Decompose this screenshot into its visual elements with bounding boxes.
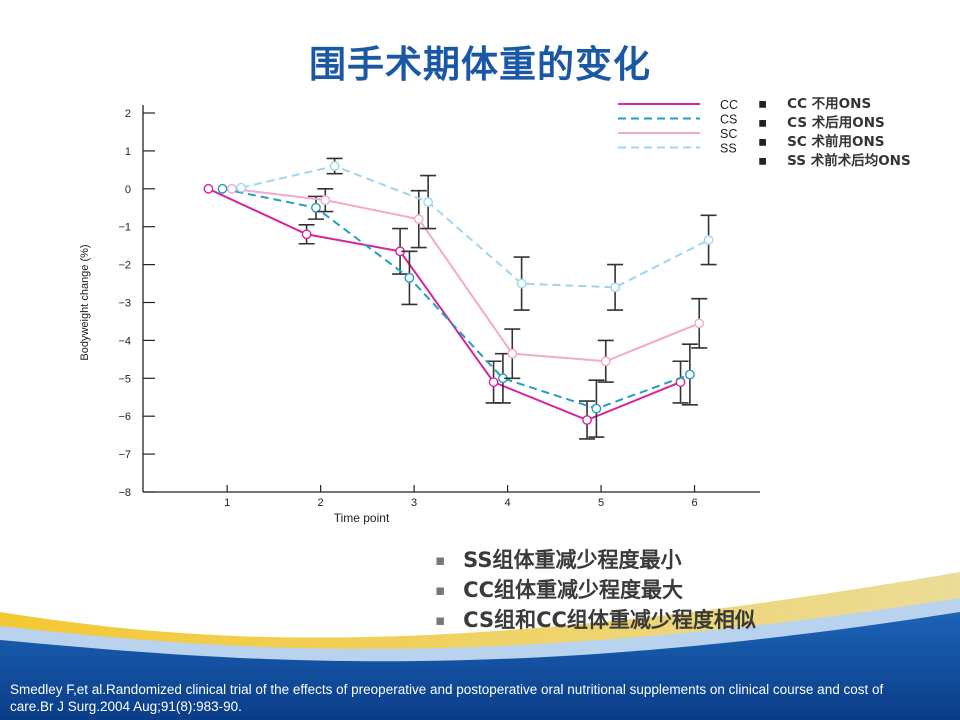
x-tick-label: 1 [224, 497, 230, 509]
conclusion-list: SS组体重减少程度最小 CC组体重减少程度最大 CS组和CC组体重减少程度相似 [435, 545, 756, 635]
legend-note-cs: CS 术后用ONS [758, 114, 911, 133]
y-tick-label: −6 [118, 411, 131, 423]
series-line-ss [240, 165, 710, 289]
y-axis-label: Bodyweight change (%) [79, 244, 91, 360]
legend-note-ss: SS 术前术后均ONS [758, 152, 911, 171]
data-point-cs [311, 202, 321, 213]
data-point-cc [203, 183, 214, 194]
data-point-sc [413, 214, 424, 225]
y-tick-label: −4 [118, 335, 131, 347]
data-point-cc [488, 377, 499, 387]
data-point-sc [507, 348, 518, 359]
conclusion-item: SS组体重减少程度最小 [435, 545, 756, 575]
y-tick-label: −3 [118, 298, 131, 310]
data-point-sc [694, 318, 705, 329]
legend-label-cc: CC [720, 98, 738, 112]
x-tick-label: 5 [598, 497, 604, 509]
y-tick-label: −1 [118, 222, 131, 234]
data-point-cs [591, 403, 602, 414]
data-point-cs [217, 183, 228, 194]
data-point-cs [404, 272, 415, 283]
data-point-sc [600, 356, 611, 367]
series-line-sc [231, 187, 700, 363]
data-point-cs [684, 369, 695, 380]
legend-note-sc: SC 术前用ONS [758, 133, 911, 152]
data-point-ss [236, 182, 247, 193]
legend-label-cs: CS [720, 113, 737, 127]
legend-label-sc: SC [720, 127, 737, 141]
data-point-cc [301, 229, 312, 240]
x-tick-label: 3 [411, 497, 417, 509]
data-point-sc [226, 183, 237, 194]
series-line-cs [222, 187, 691, 410]
data-point-ss [423, 197, 434, 207]
legend-note-cc: CC 不用ONS [758, 95, 911, 114]
x-axis-label: Time point [334, 511, 390, 525]
y-tick-label: −7 [118, 449, 131, 461]
conclusion-item: CS组和CC组体重减少程度相似 [435, 605, 756, 635]
legend-label-ss: SS [720, 142, 737, 156]
slide-title: 围手术期体重的变化 [309, 43, 651, 86]
series-line-cc [208, 187, 681, 422]
y-tick-label: −8 [118, 487, 131, 499]
data-point-ss [516, 278, 527, 289]
data-point-ss [610, 282, 620, 293]
data-point-cc [582, 415, 592, 425]
y-tick-label: 2 [125, 108, 131, 120]
citation-text: Smedley F,et al.Randomized clinical tria… [10, 682, 884, 714]
legend-notes: CC 不用ONS CS 术后用ONS SC 术前用ONS SS 术前术后均ONS [758, 95, 911, 171]
x-tick-label: 6 [691, 497, 697, 509]
x-tick-label: 2 [318, 497, 324, 509]
y-tick-label: 1 [125, 146, 131, 158]
data-point-ss [329, 161, 340, 171]
data-point-sc [320, 195, 331, 206]
conclusion-item: CC组体重减少程度最大 [435, 575, 756, 605]
x-tick-label: 4 [505, 497, 511, 509]
y-tick-label: 0 [125, 184, 131, 196]
y-tick-label: −5 [118, 373, 131, 385]
data-point-ss [703, 235, 714, 245]
y-tick-label: −2 [118, 260, 131, 272]
